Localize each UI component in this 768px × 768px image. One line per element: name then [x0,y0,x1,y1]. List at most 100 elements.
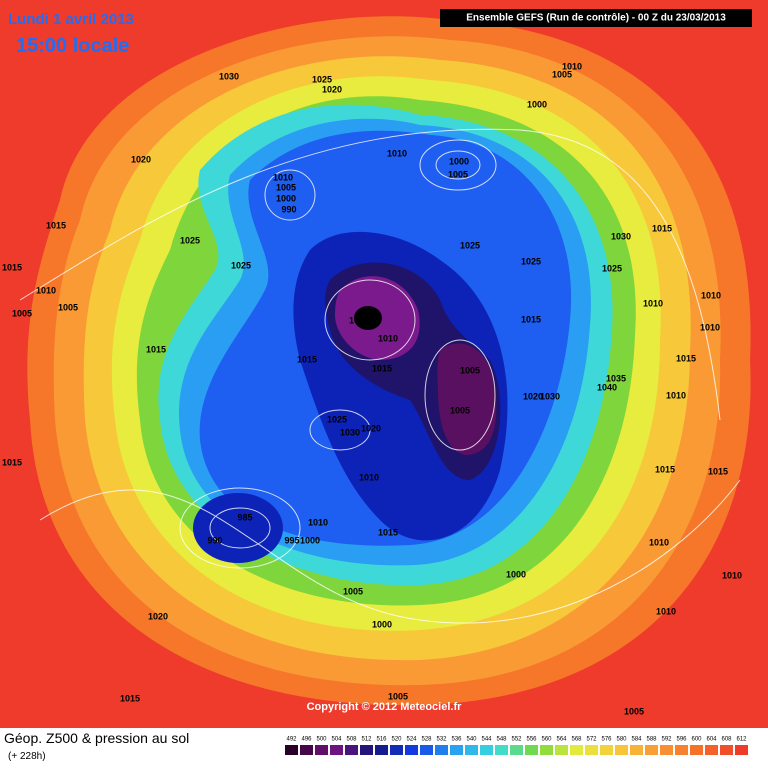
legend-swatch [630,745,643,755]
z500-field [27,16,751,706]
pressure-label: 1040 [597,382,617,392]
pressure-label: 1010 [656,606,676,616]
pressure-label: 1010 [722,570,742,580]
legend-swatch [285,745,298,755]
legend-label: 532 [436,737,447,743]
pressure-label: 1005 [343,586,363,596]
legend-label: 544 [481,737,492,743]
pressure-label: 1015 [120,693,140,703]
legend-swatch [405,745,418,755]
pressure-label: 1005 [12,308,32,318]
legend-label: 528 [421,737,432,743]
pressure-label: 1010 [666,390,686,400]
legend-swatch [360,745,373,755]
legend-label: 604 [706,737,717,743]
legend-label: 560 [541,737,552,743]
legend-label: 568 [571,737,582,743]
pressure-label: 1005 [276,182,296,192]
footer-title: Géop. Z500 & pression au sol [4,730,189,746]
pressure-label: 1005 [460,365,480,375]
legend-label: 516 [376,737,387,743]
pressure-label: 1015 [521,314,541,324]
legend-swatch [465,745,478,755]
pressure-label: 1020 [349,315,369,325]
legend-swatch [450,745,463,755]
pressure-label: 1005 [448,169,468,179]
legend-label: 500 [316,737,327,743]
pressure-label: 1000 [372,619,392,629]
pressure-label: 1010 [562,61,582,71]
pressure-label: 1025 [327,414,347,424]
legend-label: 600 [691,737,702,743]
legend-swatch [315,745,328,755]
legend: 492 496 500 504 508 512 516 520 524 528 532 536 540 5… [285,737,748,755]
legend-label: 540 [466,737,477,743]
legend-swatch [540,745,553,755]
legend-label: 548 [496,737,507,743]
pressure-label: 990 [207,535,222,545]
legend-swatch [555,745,568,755]
run-banner [440,9,752,27]
legend-swatch [375,745,388,755]
pressure-label: 1000 [506,569,526,579]
pressure-label: 1010 [387,148,407,158]
legend-swatch [690,745,703,755]
legend-label: 612 [736,737,747,743]
pressure-label: 1015 [676,353,696,363]
pressure-label: 1005 [388,691,408,701]
pressure-label: 1015 [2,262,22,272]
legend-swatch [570,745,583,755]
pressure-label: 1015 [708,466,728,476]
pressure-label: 1005 [624,706,644,716]
pressure-label: 1000 [300,535,320,545]
pressure-label: 1010 [359,472,379,482]
legend-swatch [645,745,658,755]
pressure-label: 1030 [540,391,560,401]
legend-label: 512 [361,737,372,743]
pressure-label: 1015 [297,354,317,364]
pressure-label: 1010 [273,172,293,182]
legend-label: 556 [526,737,537,743]
pressure-label: 1025 [521,256,541,266]
pressure-label: 1020 [361,423,381,433]
pressure-label: 1025 [312,74,332,84]
pressure-label: 1020 [131,154,151,164]
pressure-label: 1020 [148,611,168,621]
legend-label: 524 [406,737,417,743]
legend-label: 596 [676,737,687,743]
legend-swatch [615,745,628,755]
pressure-labels: 1030 102510201010100510001020101010001005… [2,61,742,716]
pressure-label: 1015 [372,363,392,373]
legend-swatch [510,745,523,755]
legend-label: 564 [556,737,567,743]
legend-label: 576 [601,737,612,743]
pressure-label: 1015 [2,457,22,467]
copyright: Copyright © 2012 Meteociel.fr [307,701,463,713]
pressure-label: 1010 [378,333,398,343]
run-info: Ensemble GEFS (Run de contrôle) - 00 Z d… [466,13,726,24]
legend-swatch [720,745,733,755]
legend-label: 608 [721,737,732,743]
pressure-label: 1015 [46,220,66,230]
legend-label: 580 [616,737,627,743]
legend-swatch [435,745,448,755]
pressure-label: 995 [284,535,299,545]
pressure-label: 1010 [701,290,721,300]
legend-label: 584 [631,737,642,743]
pressure-label: 1025 [180,235,200,245]
legend-swatch [495,745,508,755]
legend-swatch [735,745,748,755]
legend-swatch [705,745,718,755]
pressure-label: 1020 [523,391,543,401]
pressure-label: 1015 [378,527,398,537]
pressure-label: 1010 [308,517,328,527]
pressure-label: 1035 [606,373,626,383]
pressure-label: 1000 [276,193,296,203]
legend-swatch [420,745,433,755]
pressure-label: 1025 [602,263,622,273]
pressure-label: 1030 [340,427,360,437]
legend-swatch [525,745,538,755]
legend-label: 520 [391,737,402,743]
